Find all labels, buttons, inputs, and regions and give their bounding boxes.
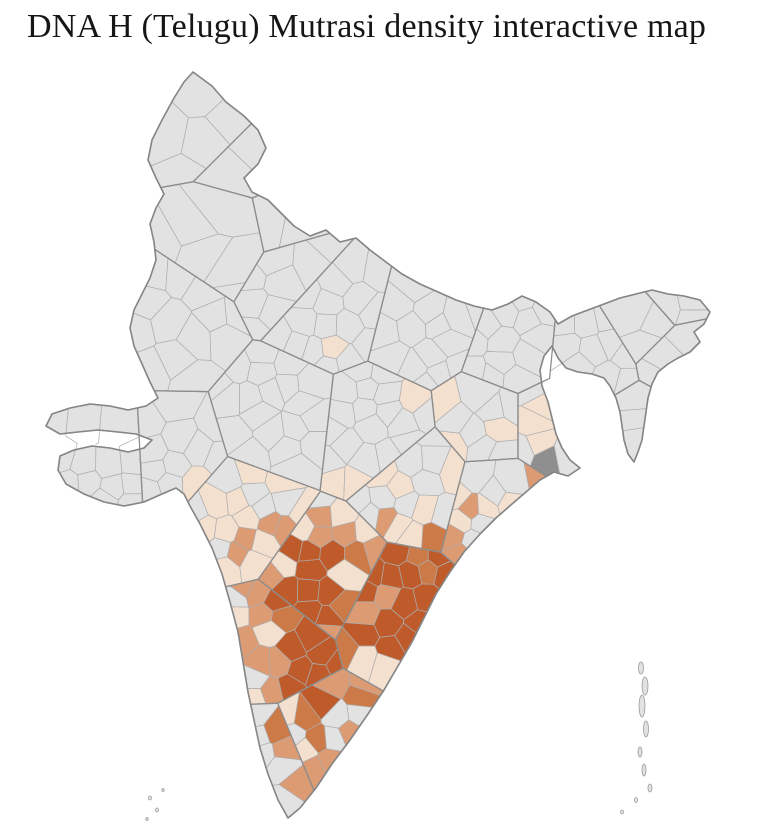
island-district[interactable] [145, 817, 149, 821]
district[interactable] [380, 561, 404, 589]
district[interactable] [320, 334, 350, 360]
district[interactable] [313, 313, 338, 340]
district[interactable] [256, 511, 282, 537]
district[interactable] [320, 698, 350, 729]
island-district[interactable] [637, 746, 643, 758]
district[interactable] [482, 351, 517, 375]
district[interactable] [99, 473, 125, 501]
district[interactable] [294, 558, 328, 581]
page-title: DNA H (Telugu) Mutrasi density interacti… [27, 8, 707, 45]
district[interactable] [619, 408, 647, 432]
district[interactable] [375, 399, 404, 428]
district[interactable] [119, 436, 142, 475]
districts-layer [45, 71, 711, 819]
islands-layer [145, 661, 653, 821]
island-district[interactable] [620, 809, 624, 815]
island-district[interactable] [155, 807, 159, 813]
district[interactable] [274, 629, 307, 662]
district[interactable] [298, 539, 321, 562]
island-district[interactable] [641, 676, 649, 696]
district[interactable] [183, 428, 214, 467]
island-district[interactable] [643, 720, 649, 738]
island-district[interactable] [634, 797, 638, 803]
island-district[interactable] [638, 661, 644, 675]
district[interactable] [120, 472, 143, 495]
district[interactable] [239, 380, 264, 415]
island-district[interactable] [161, 788, 165, 792]
district[interactable] [226, 540, 249, 568]
district[interactable] [410, 469, 446, 497]
district[interactable] [225, 486, 250, 517]
district[interactable] [99, 404, 140, 447]
india-outline [45, 71, 711, 819]
district[interactable] [553, 314, 576, 337]
island-district[interactable] [641, 763, 647, 777]
district[interactable] [268, 435, 302, 468]
district[interactable] [274, 373, 300, 405]
district[interactable] [95, 445, 123, 479]
island-district[interactable] [148, 795, 152, 801]
district[interactable] [297, 578, 321, 603]
district[interactable] [65, 403, 102, 445]
district[interactable] [316, 261, 354, 298]
district[interactable] [263, 705, 292, 745]
island-district[interactable] [638, 694, 646, 718]
district[interactable] [474, 391, 505, 422]
island-district[interactable] [647, 783, 653, 793]
country-outline-layer [45, 71, 711, 819]
district[interactable] [578, 333, 609, 368]
